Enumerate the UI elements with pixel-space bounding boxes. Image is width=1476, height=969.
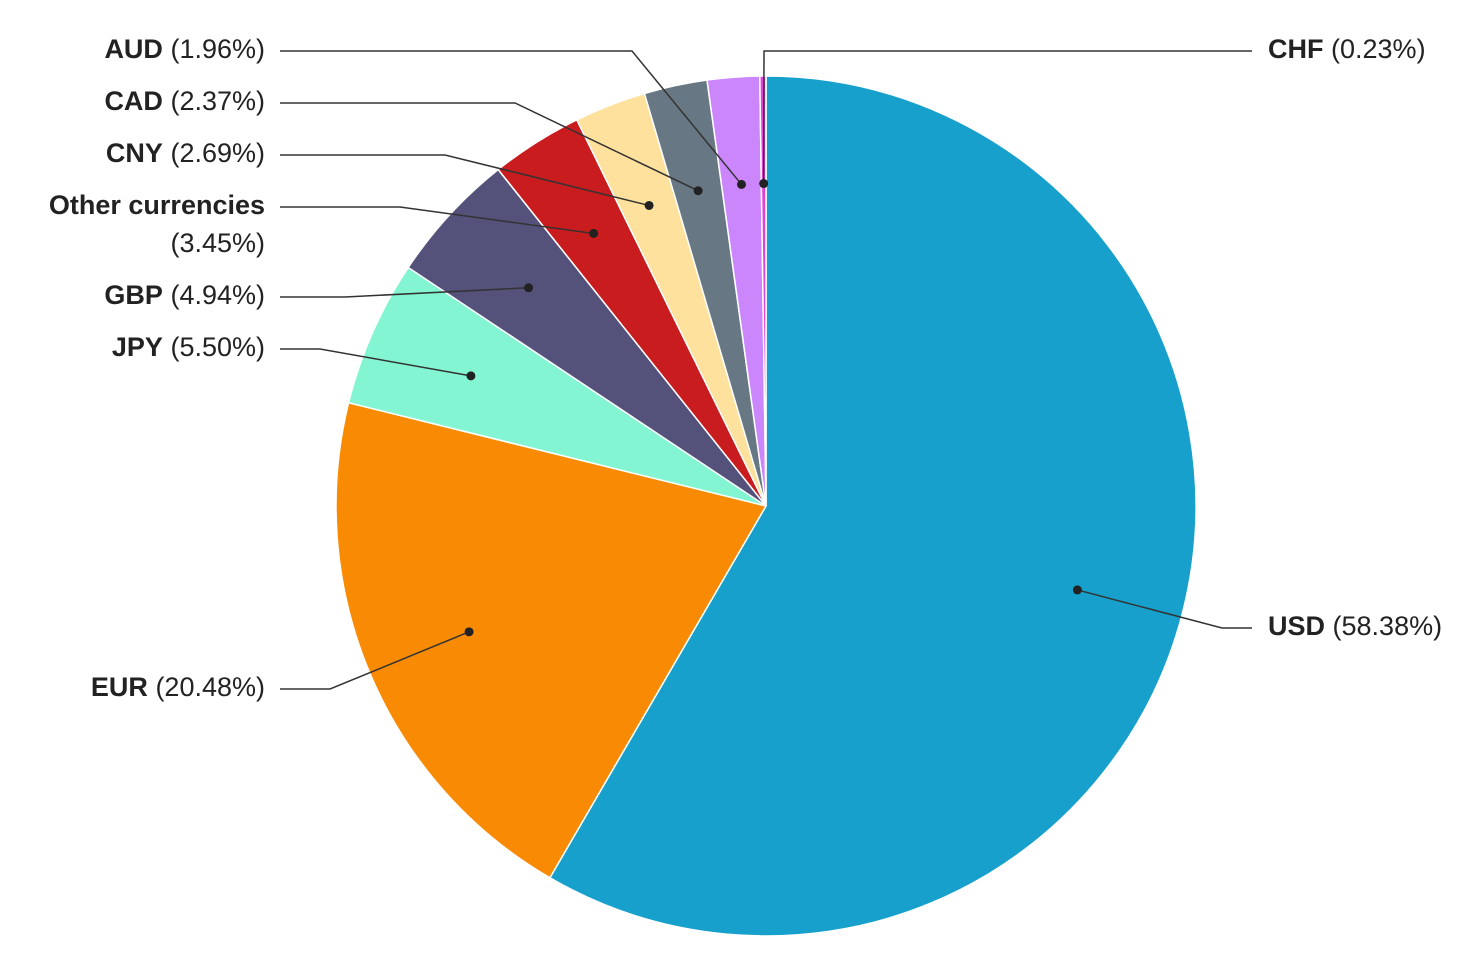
slice-name: CNY [106, 138, 163, 168]
slice-value-label: (2.69%) [170, 138, 265, 168]
slice-label: EUR (20.48%) [91, 672, 265, 702]
slice-value-label: (58.38%) [1333, 611, 1443, 641]
leader-dot [644, 200, 654, 210]
leader-line [280, 287, 529, 298]
leader-dot [464, 627, 474, 637]
slice-value-label: (1.96%) [170, 34, 265, 64]
slice-value-label: (5.50%) [170, 332, 265, 362]
leader-dot [589, 228, 599, 238]
slice-value-label: (4.94%) [170, 280, 265, 310]
slice-label: CHF (0.23%) [1268, 34, 1426, 64]
leader-dot [693, 186, 703, 196]
slice-name: GBP [104, 280, 163, 310]
slice-value-label: (20.48%) [155, 672, 265, 702]
slice-label: CAD (2.37%) [104, 86, 265, 116]
slice-name: CHF [1268, 34, 1324, 64]
slice-value-label: (0.23%) [1331, 34, 1426, 64]
slice-label: Other currencies [49, 190, 265, 220]
leader-line [280, 206, 594, 235]
leader-line [762, 50, 1252, 184]
slice-label: AUD (1.96%) [104, 34, 265, 64]
leader-line [280, 631, 470, 690]
slice-label: JPY (5.50%) [112, 332, 265, 362]
slice-name: USD [1268, 611, 1325, 641]
leader-dot [1072, 585, 1082, 595]
leader-dot [524, 283, 534, 293]
leader-dot [759, 179, 769, 189]
slice-label: USD (58.38%) [1268, 611, 1442, 641]
leader-line [280, 154, 650, 207]
pie-slice [335, 401, 768, 879]
pie-slice [347, 266, 767, 507]
leader-dot [466, 371, 476, 381]
slice-name: EUR [91, 672, 148, 702]
leader-dot [737, 179, 747, 189]
leader-line [280, 102, 699, 192]
slice-name: AUD [104, 34, 163, 64]
slice-value-label: (3.45%) [170, 228, 265, 258]
leader-line [1077, 589, 1252, 629]
slice-name: CAD [104, 86, 163, 116]
leader-line [280, 50, 743, 185]
slice-label: CNY (2.69%) [106, 138, 265, 168]
slice-name: JPY [112, 332, 163, 362]
slice-label: GBP (4.94%) [104, 280, 265, 310]
slice-value-label: (2.37%) [170, 86, 265, 116]
leader-line [280, 348, 472, 377]
